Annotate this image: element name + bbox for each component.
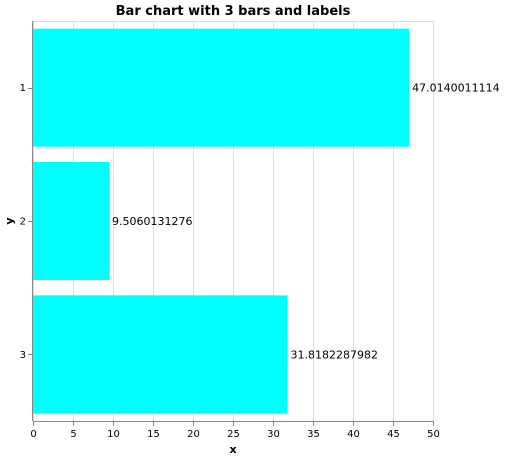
bar bbox=[33, 295, 288, 414]
x-tick-label: 25 bbox=[227, 429, 240, 440]
y-tick-label: 3 bbox=[20, 350, 26, 361]
bar-value-label: 47.0140011114 bbox=[412, 82, 499, 95]
x-tick-label: 15 bbox=[147, 429, 160, 440]
x-tick-label: 20 bbox=[187, 429, 200, 440]
data-labels: 47.0140011114 9.5060131276 31.8182287982 bbox=[112, 82, 500, 362]
x-tick-label: 0 bbox=[30, 429, 36, 440]
chart-title: Bar chart with 3 bars and labels bbox=[116, 4, 351, 19]
x-tick-label: 5 bbox=[70, 429, 76, 440]
y-tick-label: 1 bbox=[20, 83, 26, 94]
x-tick-label: 10 bbox=[107, 429, 120, 440]
axes: 0 5 10 15 20 25 30 35 40 45 50 1 2 3 bbox=[20, 21, 440, 440]
bar bbox=[33, 162, 110, 280]
bars bbox=[33, 28, 410, 414]
x-tick-label: 35 bbox=[307, 429, 320, 440]
bar-value-label: 31.8182287982 bbox=[291, 348, 378, 361]
bar bbox=[33, 28, 410, 147]
x-tick-label: 30 bbox=[267, 429, 280, 440]
x-tick-label: 50 bbox=[427, 429, 440, 440]
y-axis-title: y bbox=[3, 217, 16, 224]
x-tick-label: 40 bbox=[347, 429, 360, 440]
x-tick-label: 45 bbox=[387, 429, 400, 440]
y-tick-label: 2 bbox=[20, 217, 26, 228]
x-axis-title: x bbox=[229, 443, 236, 456]
bar-value-label: 9.5060131276 bbox=[112, 215, 192, 228]
